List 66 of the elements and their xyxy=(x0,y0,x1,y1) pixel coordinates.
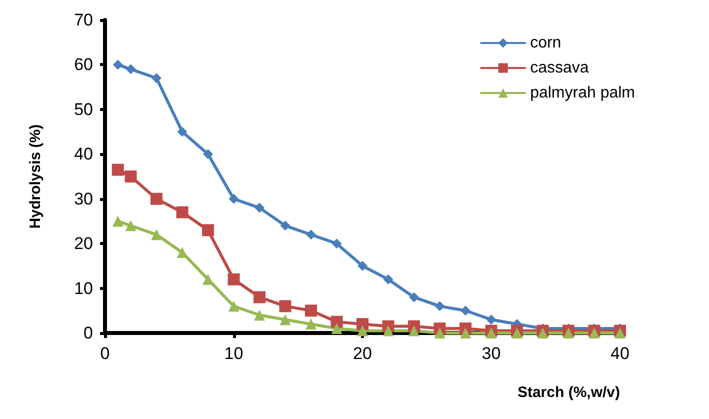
x-axis-title: Starch (%,w/v) xyxy=(517,384,620,401)
point xyxy=(588,328,600,338)
point xyxy=(408,325,420,336)
point xyxy=(358,260,368,271)
point xyxy=(126,64,136,74)
y-axis-title: Hydrolysis (%) xyxy=(27,124,44,229)
point xyxy=(228,194,239,204)
x-tick-label: 0 xyxy=(100,344,110,363)
point xyxy=(382,325,394,336)
y-tick-label: 40 xyxy=(74,144,93,164)
point xyxy=(460,306,470,316)
point xyxy=(563,328,574,338)
point xyxy=(202,224,214,236)
point xyxy=(177,126,188,137)
legend-label: cassava xyxy=(530,60,589,76)
y-tick-label: 30 xyxy=(74,189,93,208)
point xyxy=(512,328,522,338)
point xyxy=(383,274,394,284)
point xyxy=(150,192,162,205)
point xyxy=(125,220,136,232)
point xyxy=(280,314,291,326)
point xyxy=(112,164,124,176)
point xyxy=(305,304,317,317)
y-tick-label: 60 xyxy=(74,55,93,74)
point xyxy=(112,216,124,227)
y-tick-label: 50 xyxy=(74,100,93,119)
point xyxy=(151,229,162,240)
point xyxy=(203,149,213,160)
point xyxy=(434,301,445,312)
point xyxy=(124,170,137,182)
y-tick-label: 10 xyxy=(74,278,93,298)
point xyxy=(460,328,471,338)
x-tick-label: 40 xyxy=(610,344,630,363)
legend-label: corn xyxy=(530,34,562,52)
point xyxy=(409,292,419,302)
point xyxy=(332,238,342,249)
point xyxy=(434,328,446,338)
point xyxy=(176,206,188,218)
y-tick-label: 0 xyxy=(84,324,93,342)
point xyxy=(356,318,368,330)
x-tick-label: 30 xyxy=(482,344,501,363)
point xyxy=(357,325,368,336)
y-tick-label: 20 xyxy=(74,234,93,254)
point xyxy=(152,73,162,84)
point xyxy=(306,318,316,330)
point xyxy=(228,273,240,286)
y-tick-label: 70 xyxy=(74,10,93,30)
point xyxy=(254,291,266,304)
point xyxy=(331,323,342,334)
point xyxy=(486,328,497,338)
point xyxy=(306,230,316,240)
point xyxy=(537,328,548,338)
point xyxy=(614,328,626,338)
point xyxy=(280,220,290,231)
x-tick-label: 10 xyxy=(224,344,244,363)
point xyxy=(486,314,496,325)
point xyxy=(228,300,240,312)
point xyxy=(112,60,123,70)
legend-label: palmyrah palm xyxy=(530,84,636,102)
point xyxy=(330,316,343,328)
point xyxy=(202,274,214,285)
point xyxy=(254,310,265,321)
x-tick-label: 20 xyxy=(353,344,372,363)
point xyxy=(254,202,264,213)
point xyxy=(176,247,188,258)
point xyxy=(279,300,292,312)
